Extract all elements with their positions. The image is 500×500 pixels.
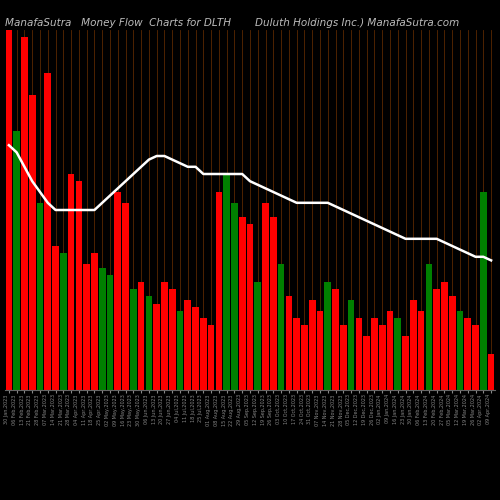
Bar bbox=[76, 181, 82, 390]
Bar bbox=[208, 325, 214, 390]
Bar bbox=[200, 318, 206, 390]
Bar bbox=[99, 268, 105, 390]
Bar bbox=[348, 300, 354, 390]
Bar bbox=[340, 325, 346, 390]
Bar bbox=[402, 336, 409, 390]
Bar bbox=[114, 192, 121, 390]
Bar bbox=[231, 203, 238, 390]
Bar bbox=[36, 203, 44, 390]
Bar bbox=[176, 311, 184, 390]
Bar bbox=[122, 203, 129, 390]
Bar bbox=[371, 318, 378, 390]
Bar bbox=[44, 73, 51, 390]
Text: ManafaSutra   Money Flow  Charts for DLTH: ManafaSutra Money Flow Charts for DLTH bbox=[5, 18, 231, 28]
Bar bbox=[278, 264, 284, 390]
Bar bbox=[332, 289, 339, 390]
Bar bbox=[184, 300, 191, 390]
Bar bbox=[130, 289, 136, 390]
Text: Duluth Holdings Inc.) ManafaSutra.com: Duluth Holdings Inc.) ManafaSutra.com bbox=[255, 18, 459, 28]
Bar bbox=[138, 282, 144, 390]
Bar bbox=[464, 318, 471, 390]
Bar bbox=[480, 192, 486, 390]
Bar bbox=[441, 282, 448, 390]
Bar bbox=[106, 275, 114, 390]
Bar bbox=[324, 282, 331, 390]
Bar bbox=[410, 300, 416, 390]
Bar bbox=[379, 325, 386, 390]
Bar bbox=[356, 318, 362, 390]
Bar bbox=[146, 296, 152, 390]
Bar bbox=[294, 318, 300, 390]
Bar bbox=[14, 131, 20, 390]
Bar bbox=[316, 311, 324, 390]
Bar bbox=[434, 289, 440, 390]
Bar bbox=[154, 304, 160, 390]
Bar bbox=[301, 325, 308, 390]
Bar bbox=[286, 296, 292, 390]
Bar bbox=[161, 282, 168, 390]
Bar bbox=[224, 174, 230, 390]
Bar bbox=[52, 246, 59, 390]
Bar bbox=[364, 336, 370, 390]
Bar bbox=[192, 307, 199, 390]
Bar bbox=[216, 192, 222, 390]
Bar bbox=[91, 253, 98, 390]
Bar bbox=[426, 264, 432, 390]
Bar bbox=[456, 311, 464, 390]
Bar bbox=[60, 253, 66, 390]
Bar bbox=[6, 30, 12, 390]
Bar bbox=[309, 300, 316, 390]
Bar bbox=[254, 282, 261, 390]
Bar bbox=[68, 174, 74, 390]
Bar bbox=[472, 325, 479, 390]
Bar bbox=[386, 311, 394, 390]
Bar bbox=[239, 217, 246, 390]
Bar bbox=[394, 318, 401, 390]
Bar bbox=[449, 296, 456, 390]
Bar bbox=[84, 264, 90, 390]
Bar bbox=[21, 37, 28, 390]
Bar bbox=[29, 95, 35, 390]
Bar bbox=[246, 224, 254, 390]
Bar bbox=[418, 311, 424, 390]
Bar bbox=[270, 217, 276, 390]
Bar bbox=[169, 289, 175, 390]
Bar bbox=[488, 354, 494, 390]
Bar bbox=[262, 203, 269, 390]
